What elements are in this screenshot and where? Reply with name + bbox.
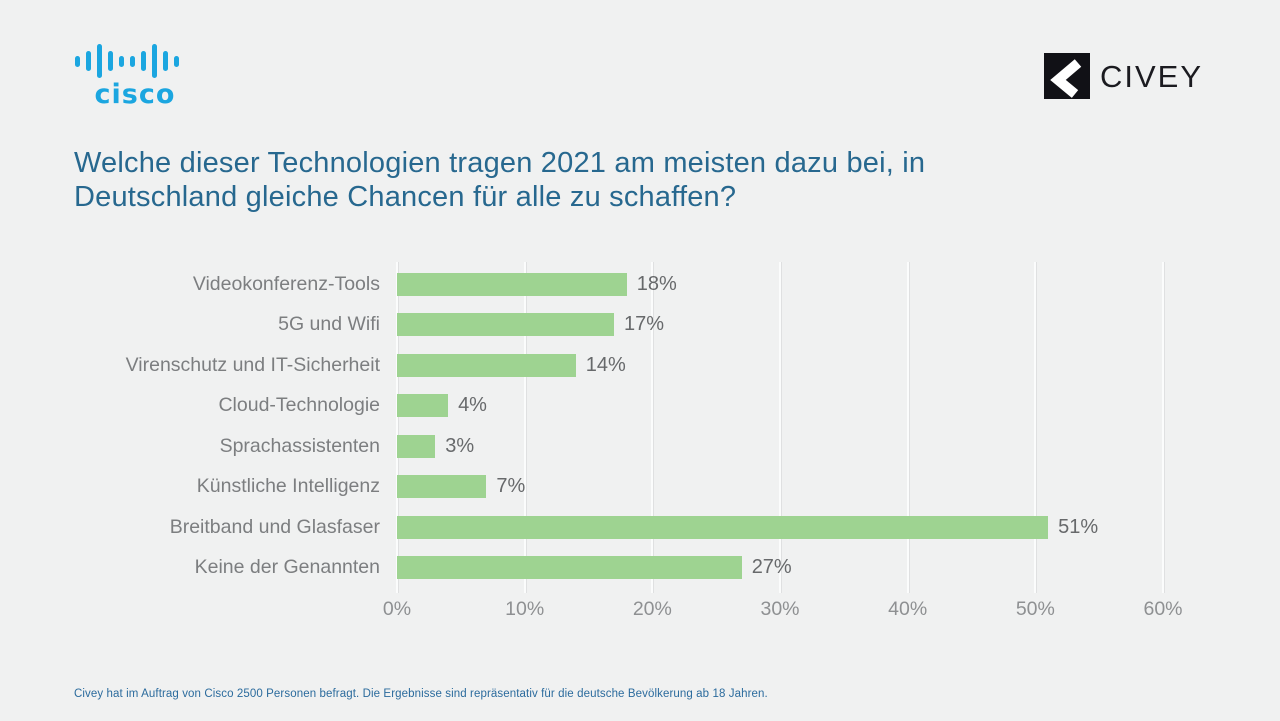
category-label: Videokonferenz-Tools bbox=[192, 272, 380, 295]
value-label: 27% bbox=[751, 556, 792, 579]
cisco-bar-icon bbox=[163, 51, 168, 71]
civey-wordmark: CIVEY bbox=[1100, 58, 1204, 94]
bar-17% bbox=[397, 313, 615, 337]
value-label: 17% bbox=[624, 313, 665, 336]
gridline bbox=[779, 262, 781, 593]
gridline bbox=[523, 262, 526, 593]
bar-chart: Videokonferenz-Tools 18% 5G und Wifi 17% Vir… bbox=[74, 262, 1183, 632]
x-axis-tick: 0% bbox=[382, 598, 412, 620]
page-title-line1: Welche dieser Technologien tragen 2021 a… bbox=[74, 147, 926, 179]
chart-row: Videokonferenz-Tools 18% bbox=[74, 264, 1163, 305]
cisco-bar-icon bbox=[86, 51, 91, 71]
page-title-line2: Deutschland gleiche Chancen für alle zu … bbox=[74, 181, 737, 213]
gridline bbox=[396, 262, 398, 593]
cisco-bridge-icon bbox=[75, 42, 195, 80]
x-axis-tick: 30% bbox=[760, 598, 800, 620]
category-label: Künstliche Intelligenz bbox=[196, 475, 380, 498]
bar-51% bbox=[397, 515, 1049, 539]
cisco-bar-icon bbox=[141, 51, 146, 71]
civey-icon bbox=[1044, 53, 1090, 99]
x-axis-tick: 60% bbox=[1143, 598, 1183, 620]
cisco-bar-icon bbox=[75, 55, 80, 67]
gridline bbox=[651, 262, 654, 593]
chart-row: Sprachassistenten 3% bbox=[74, 426, 1163, 467]
bar-7% bbox=[397, 475, 487, 499]
x-axis-tick: 20% bbox=[632, 598, 672, 620]
x-axis-tick: 10% bbox=[505, 598, 545, 620]
cisco-bar-icon bbox=[174, 55, 179, 67]
cisco-bar-icon bbox=[130, 55, 135, 67]
bar-27% bbox=[397, 556, 742, 580]
category-label: Keine der Genannten bbox=[194, 556, 380, 579]
category-label: Sprachassistenten bbox=[219, 434, 380, 457]
value-label: 18% bbox=[636, 272, 677, 295]
value-label: 14% bbox=[585, 353, 626, 376]
chart-row: Virenschutz und IT-Sicherheit 14% bbox=[74, 345, 1163, 386]
chart-plot-area bbox=[396, 262, 1164, 593]
cisco-bar-icon bbox=[152, 44, 157, 78]
chart-row: Breitband und Glasfaser 51% bbox=[74, 507, 1163, 548]
category-label: Virenschutz und IT-Sicherheit bbox=[125, 353, 380, 376]
gridline bbox=[1034, 262, 1037, 593]
cisco-wordmark: cisco bbox=[94, 79, 176, 110]
chart-rows: Videokonferenz-Tools 18% 5G und Wifi 17% Vir… bbox=[74, 264, 1163, 588]
cisco-bar-icon bbox=[108, 51, 113, 71]
value-label: 4% bbox=[458, 394, 487, 417]
page-title: Welche dieser Technologien tragen 2021 a… bbox=[74, 146, 925, 214]
chart-row: Cloud-Technologie 4% bbox=[74, 386, 1163, 427]
x-axis-tick: 40% bbox=[888, 598, 928, 620]
category-label: 5G und Wifi bbox=[278, 313, 380, 336]
gridline bbox=[1162, 262, 1164, 593]
chart-row: 5G und Wifi 17% bbox=[74, 305, 1163, 346]
x-axis-tick: 50% bbox=[1015, 598, 1055, 620]
bar-14% bbox=[397, 353, 576, 377]
bar-4% bbox=[397, 394, 449, 418]
gridline bbox=[906, 262, 909, 593]
value-label: 51% bbox=[1058, 515, 1099, 538]
value-label: 3% bbox=[445, 434, 475, 457]
chart-row: Künstliche Intelligenz 7% bbox=[74, 467, 1163, 508]
value-label: 7% bbox=[496, 475, 526, 498]
cisco-bar-icon bbox=[119, 55, 124, 67]
bar-18% bbox=[397, 272, 627, 296]
cisco-logo: cisco bbox=[75, 42, 195, 108]
category-label: Cloud-Technologie bbox=[218, 394, 380, 417]
civey-logo: CIVEY bbox=[1044, 53, 1203, 99]
bar-3% bbox=[397, 434, 436, 458]
chart-row: Keine der Genannten 27% bbox=[74, 548, 1163, 589]
cisco-bar-icon bbox=[97, 44, 102, 78]
category-label: Breitband und Glasfaser bbox=[169, 515, 380, 538]
footnote: Civey hat im Auftrag von Cisco 2500 Pers… bbox=[74, 688, 768, 700]
x-axis: 0% 10% 20% 30% 40% 50% 60% bbox=[383, 598, 1183, 624]
